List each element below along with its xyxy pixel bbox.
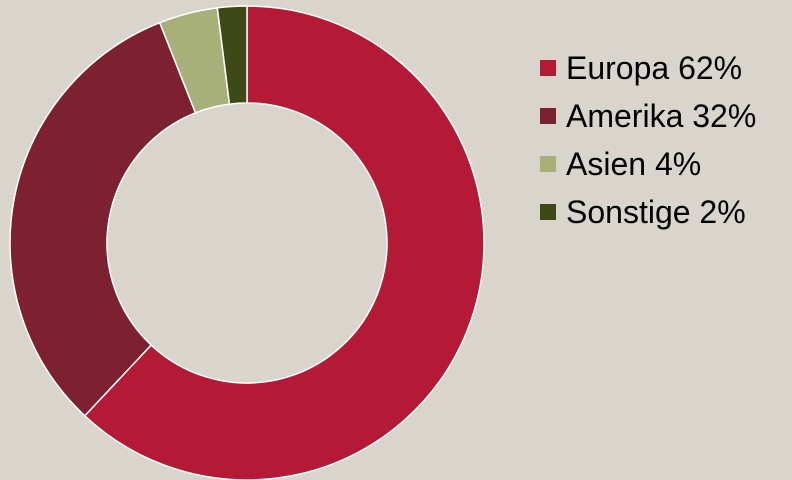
legend-item-asien: Asien 4%	[540, 146, 756, 182]
slice-sonstige	[216, 5, 248, 105]
legend-label-asien: Asien 4%	[566, 146, 702, 182]
legend-swatch-europa	[540, 60, 556, 76]
legend-label-sonstige: Sonstige 2%	[566, 194, 746, 230]
chart-legend: Europa 62% Amerika 32% Asien 4% Sonstige…	[540, 50, 756, 242]
legend-item-amerika: Amerika 32%	[540, 98, 756, 134]
legend-label-amerika: Amerika 32%	[566, 98, 757, 134]
slice-amerika	[9, 21, 197, 417]
legend-item-europa: Europa 62%	[540, 50, 756, 86]
slice-europa	[83, 5, 485, 480]
legend-swatch-amerika	[540, 108, 556, 124]
legend-label-europa: Europa 62%	[566, 50, 743, 86]
legend-item-sonstige: Sonstige 2%	[540, 194, 756, 230]
legend-swatch-sonstige	[540, 204, 556, 220]
legend-swatch-asien	[540, 156, 556, 172]
